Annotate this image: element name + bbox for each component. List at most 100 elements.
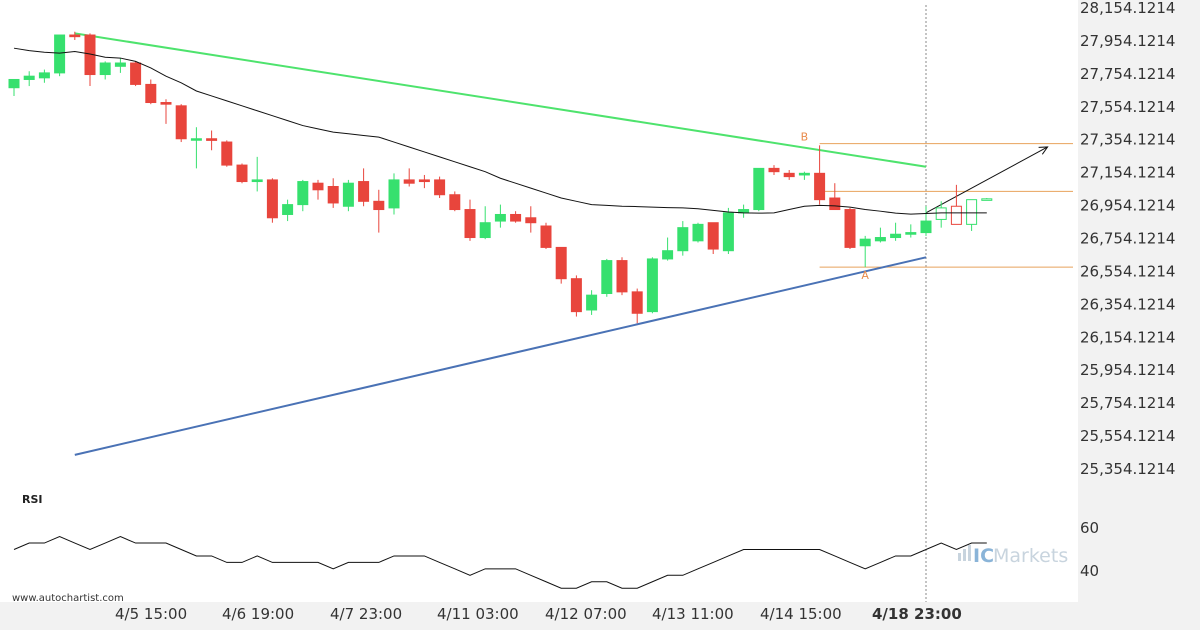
time-axis-panel bbox=[0, 602, 1200, 630]
projection-arrow-head bbox=[1038, 146, 1049, 155]
forecast-candle bbox=[950, 205, 962, 225]
price-tick-label: 26,754.1214 bbox=[1080, 230, 1175, 248]
candle-body bbox=[388, 179, 400, 209]
candle-body bbox=[874, 237, 886, 242]
brand-name: Markets bbox=[993, 545, 1068, 567]
candle-body bbox=[266, 179, 278, 219]
candle-body bbox=[464, 209, 476, 239]
rsi-label: RSI bbox=[22, 493, 43, 506]
candle-body bbox=[829, 197, 841, 211]
candle-body bbox=[783, 172, 795, 178]
candlesticks bbox=[8, 31, 993, 324]
price-tick-label: 27,154.1214 bbox=[1080, 164, 1175, 182]
candle-body bbox=[859, 238, 871, 247]
price-tick-label: 25,754.1214 bbox=[1080, 394, 1175, 412]
candle-body bbox=[236, 164, 248, 183]
candle-body bbox=[814, 172, 826, 201]
candle-body bbox=[99, 62, 111, 76]
resistance-line bbox=[74, 32, 927, 168]
candle-body bbox=[707, 222, 719, 250]
candle-body bbox=[768, 167, 780, 173]
watermark-text: www.autochartist.com bbox=[12, 593, 124, 604]
forecast-candle bbox=[935, 207, 947, 220]
candle-body bbox=[175, 105, 187, 140]
price-tick-label: 26,954.1214 bbox=[1080, 197, 1175, 215]
brand-prefix: IC bbox=[973, 545, 994, 567]
pattern-marker-a: A bbox=[861, 269, 869, 282]
candle-body bbox=[114, 62, 126, 67]
candle-body bbox=[327, 185, 339, 204]
price-tick-label: 27,954.1214 bbox=[1080, 32, 1175, 50]
price-tick-label: 28,154.1214 bbox=[1080, 0, 1175, 17]
pattern-marker-b: B bbox=[801, 131, 809, 144]
candle-body bbox=[540, 225, 552, 248]
time-tick-label: 4/18 23:00 bbox=[872, 605, 962, 623]
candle-body bbox=[798, 172, 810, 176]
brand-bar bbox=[968, 545, 971, 561]
candle-body bbox=[190, 138, 202, 141]
candle-body bbox=[753, 167, 765, 211]
candle-body bbox=[221, 141, 233, 166]
candle-body bbox=[646, 258, 658, 313]
candle-body bbox=[312, 182, 324, 191]
time-tick-label: 4/5 15:00 bbox=[115, 605, 187, 623]
price-tick-label: 27,554.1214 bbox=[1080, 98, 1175, 116]
candle-body bbox=[403, 179, 415, 184]
candle-body bbox=[616, 260, 628, 293]
price-tick-label: 25,954.1214 bbox=[1080, 361, 1175, 379]
candle-body bbox=[692, 223, 704, 242]
time-tick-label: 4/11 03:00 bbox=[437, 605, 519, 623]
moving-average-line bbox=[13, 47, 987, 215]
candle-body bbox=[38, 72, 50, 79]
candle-body bbox=[844, 209, 856, 248]
candle-body bbox=[358, 181, 370, 202]
price-tick-label: 26,554.1214 bbox=[1080, 262, 1175, 280]
support-line bbox=[74, 256, 927, 456]
candle-body bbox=[418, 179, 430, 183]
projection-arrow-line bbox=[925, 146, 1048, 214]
candle-body bbox=[434, 179, 446, 196]
rsi-tick-label: 60 bbox=[1080, 519, 1099, 537]
time-tick-label: 4/6 19:00 bbox=[222, 605, 294, 623]
price-axis-panel bbox=[1078, 0, 1200, 630]
candle-body bbox=[251, 179, 263, 183]
forecast-candle bbox=[966, 199, 978, 225]
candle-body bbox=[662, 250, 674, 260]
candle-body bbox=[8, 78, 20, 89]
moving-average bbox=[13, 47, 987, 215]
time-tick-label: 4/12 07:00 bbox=[545, 605, 627, 623]
candle-body bbox=[145, 83, 157, 104]
horizontal-levels bbox=[819, 143, 1073, 268]
brand-logo: IC Markets bbox=[958, 545, 1068, 567]
candle-body bbox=[677, 227, 689, 252]
price-axis: 28,154.1214 27,954.1214 27,754.1214 27,554.… bbox=[1080, 0, 1175, 478]
price-tick-label: 25,554.1214 bbox=[1080, 427, 1175, 445]
price-tick-label: 27,754.1214 bbox=[1080, 65, 1175, 83]
time-tick-label: 4/14 15:00 bbox=[760, 605, 842, 623]
candle-body bbox=[525, 217, 537, 224]
candle-body bbox=[69, 34, 81, 38]
candle-body bbox=[160, 102, 172, 105]
candle-body bbox=[905, 232, 917, 235]
candle-body bbox=[449, 194, 461, 211]
brand-bar bbox=[963, 549, 966, 561]
time-tick-label: 4/7 23:00 bbox=[330, 605, 402, 623]
rsi-tick-label: 40 bbox=[1080, 562, 1099, 580]
candle-body bbox=[479, 222, 491, 239]
forecast-candle bbox=[981, 198, 993, 201]
candle-body bbox=[130, 62, 142, 85]
candle-body bbox=[206, 138, 218, 141]
price-tick-label: 25,354.1214 bbox=[1080, 460, 1175, 478]
candle-body bbox=[23, 75, 35, 80]
candle-body bbox=[722, 212, 734, 252]
time-axis: 4/5 15:00 4/6 19:00 4/7 23:00 4/11 03:00 4/1… bbox=[115, 605, 962, 623]
rsi-line bbox=[13, 536, 987, 589]
candle-body bbox=[54, 34, 66, 74]
trendlines bbox=[74, 32, 1049, 456]
candle-body bbox=[920, 220, 932, 234]
candle-body bbox=[510, 213, 522, 222]
candle-body bbox=[890, 233, 902, 239]
candle-body bbox=[282, 204, 294, 215]
